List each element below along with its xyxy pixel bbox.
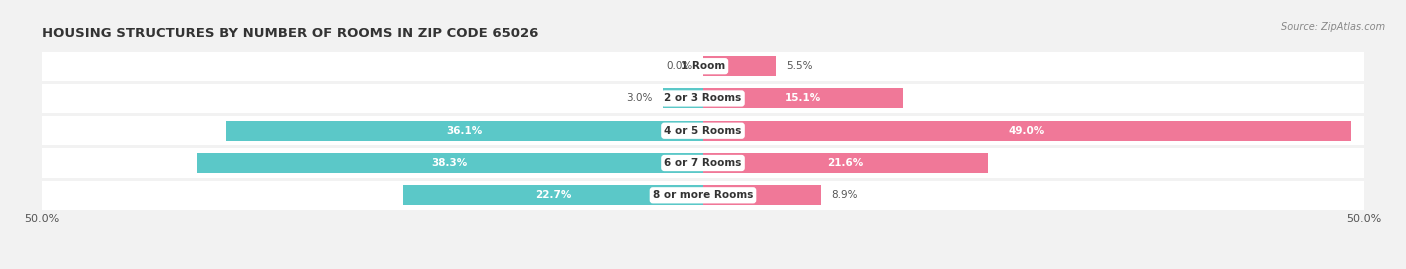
Text: 38.3%: 38.3% (432, 158, 468, 168)
Bar (664, 89, 703, 108)
Bar (703, 89, 903, 108)
Text: 15.1%: 15.1% (785, 93, 821, 104)
Bar (42, 148, 1364, 178)
Bar (404, 185, 703, 205)
Text: HOUSING STRUCTURES BY NUMBER OF ROOMS IN ZIP CODE 65026: HOUSING STRUCTURES BY NUMBER OF ROOMS IN… (42, 27, 538, 40)
Bar (42, 116, 1364, 145)
Text: 36.1%: 36.1% (446, 126, 482, 136)
Text: 21.6%: 21.6% (828, 158, 863, 168)
Bar (703, 185, 821, 205)
Text: 3.0%: 3.0% (627, 93, 652, 104)
Bar (703, 153, 988, 173)
Bar (703, 121, 1351, 141)
Bar (42, 84, 1364, 113)
Text: 4 or 5 Rooms: 4 or 5 Rooms (664, 126, 742, 136)
Text: 49.0%: 49.0% (1008, 126, 1045, 136)
Bar (226, 121, 703, 141)
Bar (42, 181, 1364, 210)
Bar (197, 153, 703, 173)
Text: 8.9%: 8.9% (831, 190, 858, 200)
Text: 6 or 7 Rooms: 6 or 7 Rooms (664, 158, 742, 168)
Text: 8 or more Rooms: 8 or more Rooms (652, 190, 754, 200)
Bar (703, 56, 776, 76)
Text: Source: ZipAtlas.com: Source: ZipAtlas.com (1281, 22, 1385, 31)
Text: 1 Room: 1 Room (681, 61, 725, 71)
Text: 22.7%: 22.7% (534, 190, 571, 200)
Text: 5.5%: 5.5% (786, 61, 813, 71)
Bar (42, 52, 1364, 81)
Text: 0.0%: 0.0% (666, 61, 692, 71)
Text: 2 or 3 Rooms: 2 or 3 Rooms (665, 93, 741, 104)
